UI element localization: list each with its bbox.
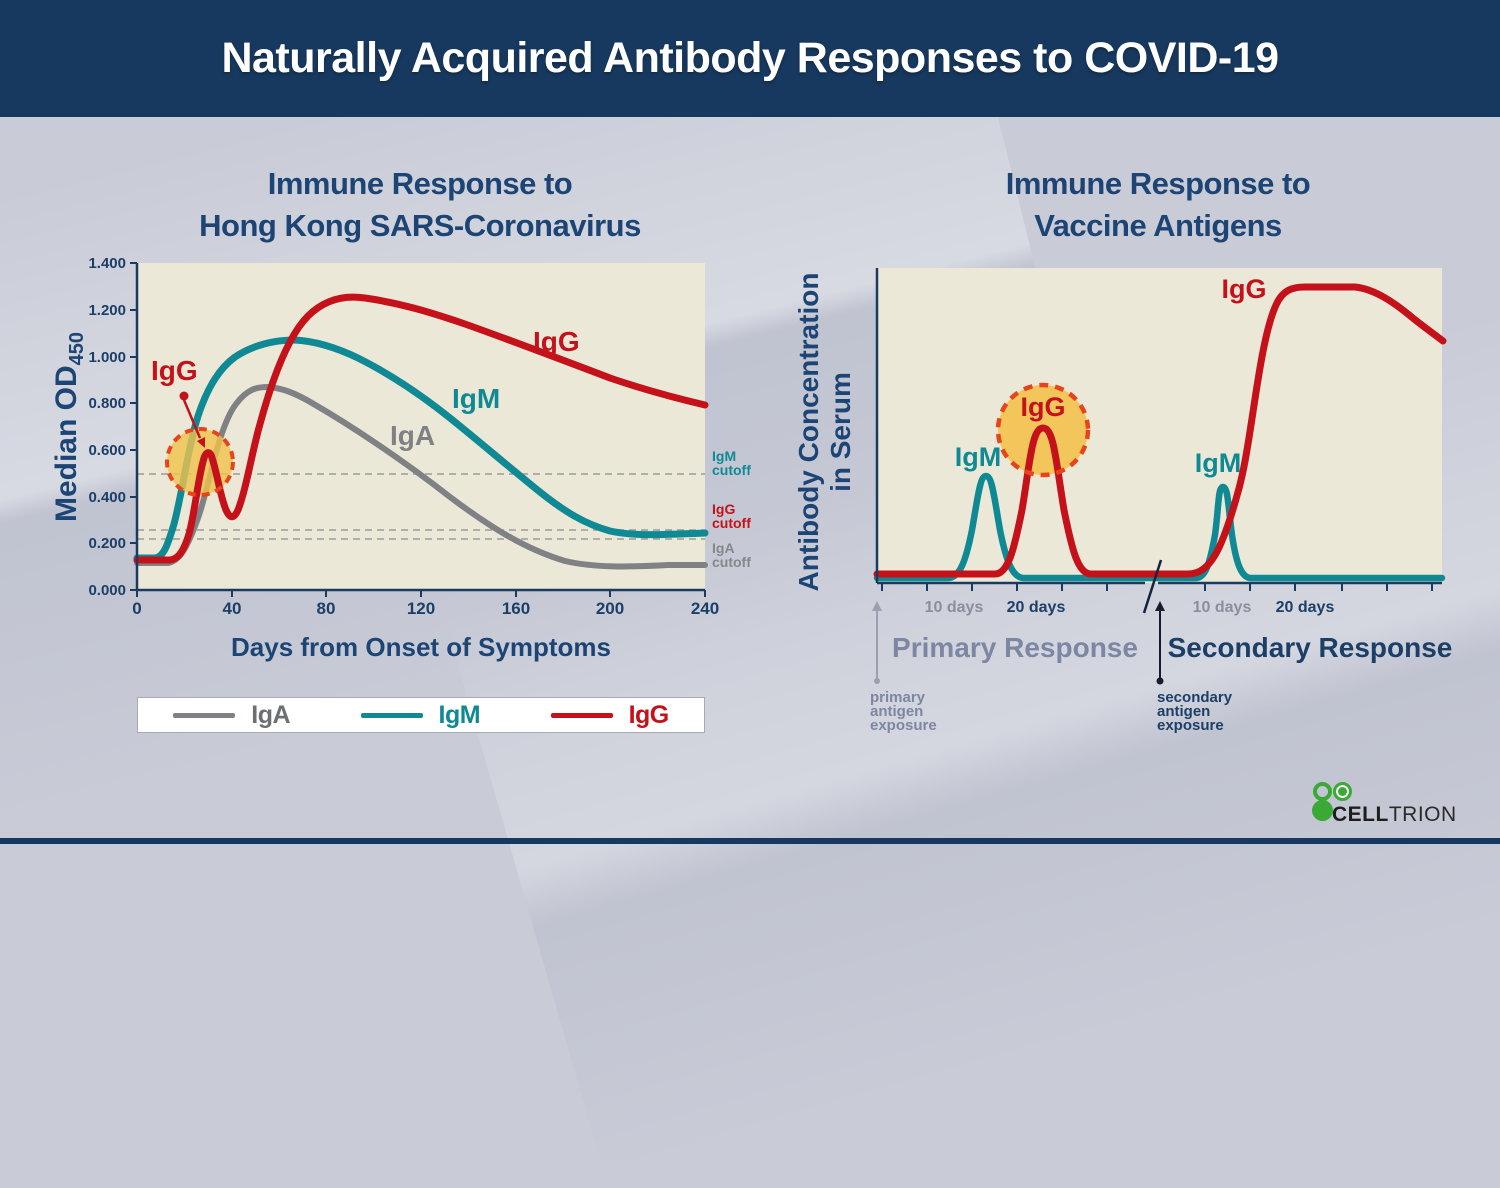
left-chart-title: Immune Response to Hong Kong SARS-Corona… xyxy=(140,163,700,247)
left-y-axis-label: Median OD450 xyxy=(50,332,88,522)
y-tick-label: 1.400 xyxy=(88,255,126,272)
logo-dot-circle-icon xyxy=(1333,782,1352,801)
logo-ring-circle-icon xyxy=(1313,782,1332,801)
igg-highlight-ring xyxy=(995,382,1091,478)
footer-bar xyxy=(0,838,1500,844)
igg-cutoff-label-line1: IgG xyxy=(712,501,735,517)
x-tick-label: 120 xyxy=(407,599,435,618)
day-label: 20 days xyxy=(1276,599,1335,616)
x-tick-label: 80 xyxy=(317,599,336,618)
right-x-tick-marks xyxy=(881,583,1433,591)
right-chart-title-line2: Vaccine Antigens xyxy=(1034,208,1282,243)
legend-label-igg: IgG xyxy=(628,700,670,729)
annotation-arrow-line xyxy=(182,399,202,439)
igg-annotation-label: IgG xyxy=(151,355,198,386)
iga-line-swatch xyxy=(173,712,236,718)
secondary-response-label: Secondary Response xyxy=(1168,632,1453,663)
legend-item-iga: IgA xyxy=(173,700,291,730)
primary-exposure-line2: antigen xyxy=(870,703,923,720)
primary-response-label: Primary Response xyxy=(892,632,1138,663)
primary-exposure-arrow xyxy=(872,601,882,684)
left-chart: IgG 1.400 1.200 1.000 0.800 0.600 0.400 … xyxy=(50,255,751,662)
y-axis-label-main: Median OD xyxy=(50,365,83,522)
legend-label-iga: IgA xyxy=(251,700,291,729)
right-y-axis-label-line1: Antibody Concentration xyxy=(793,273,824,592)
day-label: 10 days xyxy=(1193,599,1252,616)
y-tick-label: 0.800 xyxy=(88,395,126,412)
axis-break-slash xyxy=(1142,559,1163,614)
secondary-exposure-line1: secondary xyxy=(1157,689,1233,706)
y-tick-label: 0.000 xyxy=(88,582,126,599)
annotation-dot xyxy=(179,391,189,401)
x-tick-label: 0 xyxy=(132,599,141,618)
secondary-exposure-arrow xyxy=(1155,601,1165,685)
igg-cutoff-label-line2: cutoff xyxy=(712,515,751,531)
secondary-exposure-line3: exposure xyxy=(1157,717,1224,734)
left-chart-title-line2: Hong Kong SARS-Coronavirus xyxy=(199,208,641,243)
igg-curve xyxy=(133,293,709,564)
day-label: 20 days xyxy=(1007,599,1066,616)
igg-primary-label: IgG xyxy=(1021,392,1066,422)
igg-highlight-ring xyxy=(165,427,235,497)
igm-cutoff-label-line1: IgM xyxy=(712,448,736,464)
legend-item-igg: IgG xyxy=(550,700,670,730)
legend-label-igm: IgM xyxy=(438,700,481,729)
y-tick-label: 1.000 xyxy=(88,349,126,366)
x-tick-label: 160 xyxy=(502,599,530,618)
igm-line-swatch xyxy=(360,712,423,718)
primary-exposure-line1: primary xyxy=(870,689,926,706)
igm-curve-label: IgM xyxy=(452,383,500,414)
x-tick-label: 240 xyxy=(691,599,719,618)
iga-curve-label: IgA xyxy=(390,420,435,451)
primary-exposure-line3: exposure xyxy=(870,717,937,734)
y-tick-label: 0.200 xyxy=(88,535,126,552)
annotation-arrowhead xyxy=(197,437,205,448)
logo-solid-circle-icon xyxy=(1312,800,1333,821)
y-tick-marks xyxy=(130,262,137,591)
igg-line-swatch xyxy=(550,712,613,718)
igg-curve xyxy=(873,283,1447,578)
right-chart-title: Immune Response to Vaccine Antigens xyxy=(948,163,1368,247)
right-chart: Antibody Concentration in Serum IgM IgG … xyxy=(793,268,1453,734)
iga-cutoff-label-line2: cutoff xyxy=(712,554,751,570)
secondary-exposure-line2: antigen xyxy=(1157,703,1210,720)
page-title: Naturally Acquired Antibody Responses to… xyxy=(221,34,1279,82)
left-plot-area xyxy=(137,263,705,590)
y-tick-label: 0.400 xyxy=(88,489,126,506)
logo-text-light: TRION xyxy=(1388,803,1457,826)
day-label: 10 days xyxy=(925,599,984,616)
igm-secondary-label: IgM xyxy=(1195,448,1242,478)
legend-item-igm: IgM xyxy=(360,700,481,730)
logo-wordmark: CELLTRION xyxy=(1332,803,1457,827)
x-tick-marks xyxy=(136,590,706,597)
igm-cutoff-label-line2: cutoff xyxy=(712,462,751,478)
x-tick-label: 200 xyxy=(596,599,624,618)
x-tick-label: 40 xyxy=(223,599,242,618)
logo-text-bold: CELL xyxy=(1332,803,1389,826)
igg-secondary-label: IgG xyxy=(1222,274,1267,304)
right-chart-title-line1: Immune Response to xyxy=(1005,166,1311,201)
y-axis-label-sub: 450 xyxy=(66,332,88,365)
right-y-axis-label-line2: in Serum xyxy=(825,372,856,492)
left-chart-legend: IgA IgM IgG xyxy=(137,697,705,733)
left-chart-title-line1: Immune Response to xyxy=(267,166,573,201)
iga-cutoff-label-line1: IgA xyxy=(712,540,735,556)
igg-curve-label: IgG xyxy=(533,326,580,357)
igm-primary-label: IgM xyxy=(955,442,1002,472)
y-tick-label: 0.600 xyxy=(88,442,126,459)
left-x-axis-label: Days from Onset of Symptoms xyxy=(231,632,611,662)
header-bar: Naturally Acquired Antibody Responses to… xyxy=(0,0,1500,117)
right-plot-area xyxy=(877,268,1442,583)
y-tick-label: 1.200 xyxy=(88,302,126,319)
celltrion-logo: CELLTRION xyxy=(1305,777,1470,827)
